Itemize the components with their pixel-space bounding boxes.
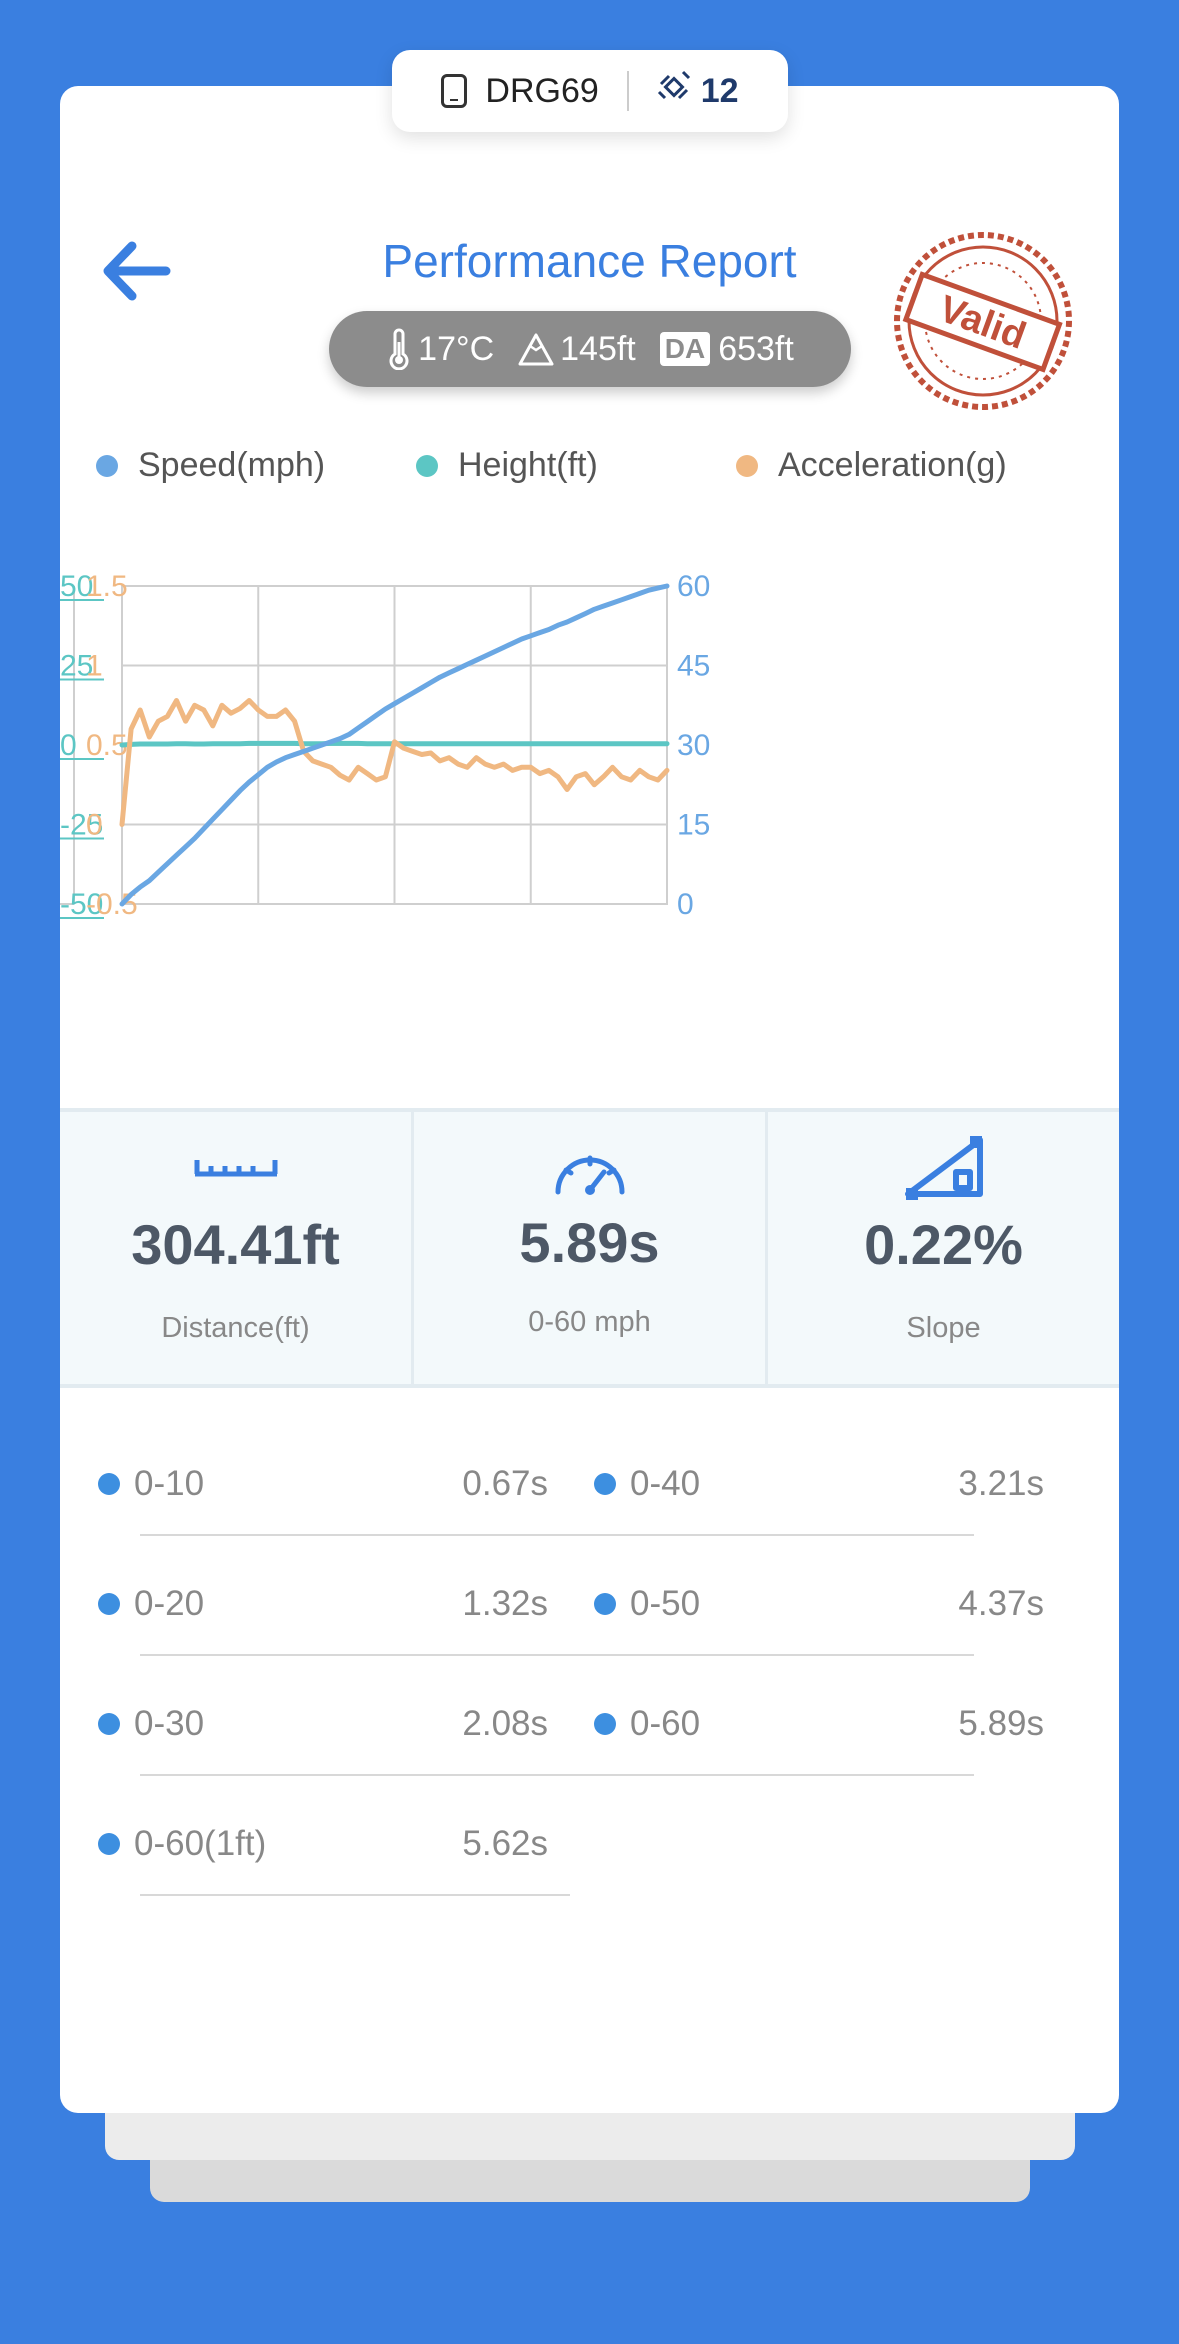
satellite-icon xyxy=(657,70,691,112)
split-time: 1.32s xyxy=(462,1584,548,1623)
stat-label: Slope xyxy=(906,1312,981,1344)
row-divider xyxy=(140,1534,974,1536)
split-dot xyxy=(594,1473,616,1495)
axis-tick-label: 0 xyxy=(60,729,77,762)
stat-slope: 0.22% Slope xyxy=(768,1112,1119,1384)
pill-divider xyxy=(626,71,629,111)
density-altitude-value: 653ft xyxy=(718,329,794,368)
split-item-0-10: 0-10 0.67s xyxy=(98,1416,548,1536)
split-name: 0-50 xyxy=(630,1584,701,1623)
valid-stamp: Valid xyxy=(894,232,1072,410)
stat-zero-to-sixty: 5.89s 0-60 mph xyxy=(414,1112,768,1384)
stat-value: 0.22% xyxy=(864,1213,1023,1276)
split-item-0-60-1ft: 0-60(1ft) 5.62s xyxy=(98,1776,548,1896)
split-time: 5.89s xyxy=(958,1704,1044,1743)
row-divider xyxy=(140,1654,974,1656)
split-item-0-60: 0-60 5.89s xyxy=(594,1656,1044,1776)
axis-tick-label: 1.5 xyxy=(86,570,128,603)
axis-tick-label: 0 xyxy=(86,809,103,842)
legend-item-height: Height(ft) xyxy=(416,446,598,485)
report-card: Performance Report 17°C 145ft DA 653ft V xyxy=(60,86,1119,2113)
axis-tick-label: 60 xyxy=(677,570,710,603)
series-line xyxy=(119,583,670,907)
split-row: 0-20 1.32s 0-50 4.37s xyxy=(60,1536,1119,1656)
speedometer-icon xyxy=(552,1142,628,1203)
split-dot xyxy=(98,1713,120,1735)
axis-tick-label: 50 xyxy=(60,570,93,603)
split-time: 2.08s xyxy=(462,1704,548,1743)
mountain-icon xyxy=(518,332,554,366)
ruler-icon xyxy=(191,1142,281,1187)
phone-icon xyxy=(441,74,468,108)
legend-dot-speed xyxy=(96,454,118,477)
axis-tick-label: -25 xyxy=(60,809,103,842)
stat-label: Distance(ft) xyxy=(161,1312,310,1344)
row-divider xyxy=(140,1774,974,1776)
legend-item-speed: Speed(mph) xyxy=(96,446,325,485)
split-name: 0-10 xyxy=(134,1464,205,1503)
axis-tick-label: 15 xyxy=(677,809,710,842)
split-item-0-40: 0-40 3.21s xyxy=(594,1416,1044,1536)
split-dot xyxy=(594,1713,616,1735)
back-button[interactable] xyxy=(88,226,178,316)
altitude-value: 145ft xyxy=(560,329,636,368)
axis-tick-label: 0 xyxy=(677,888,694,921)
split-time: 4.37s xyxy=(958,1584,1044,1623)
split-dot xyxy=(98,1473,120,1495)
stat-value: 304.41ft xyxy=(131,1213,340,1276)
legend-dot-acceleration xyxy=(736,454,758,477)
conditions-pill: 17°C 145ft DA 653ft xyxy=(329,311,851,387)
thermometer-icon xyxy=(386,328,412,370)
stats-panel: 304.41ft Distance(ft) 5.89s 0-60 mph 0.2… xyxy=(60,1108,1119,1388)
da-badge: DA xyxy=(659,332,711,366)
split-dot xyxy=(594,1593,616,1615)
legend-item-acceleration: Acceleration(g) xyxy=(736,446,1007,485)
legend-label-speed: Speed(mph) xyxy=(138,446,326,484)
device-pill[interactable]: DRG69 12 xyxy=(392,50,788,132)
split-time: 0.67s xyxy=(462,1464,548,1503)
stat-label: 0-60 mph xyxy=(528,1306,651,1338)
axis-tick-label: 45 xyxy=(677,650,710,683)
legend-dot-height xyxy=(416,454,438,477)
split-time: 5.62s xyxy=(462,1824,548,1863)
axis-tick-label: 25 xyxy=(60,650,93,683)
series-line xyxy=(119,698,670,827)
stat-value: 5.89s xyxy=(519,1211,660,1274)
stat-distance: 304.41ft Distance(ft) xyxy=(60,1112,414,1384)
chart-legend: Speed(mph) Height(ft) Acceleration(g) xyxy=(60,446,1119,506)
split-name: 0-60(1ft) xyxy=(134,1824,267,1863)
split-row: 0-10 0.67s 0-40 3.21s xyxy=(60,1416,1119,1536)
split-item-0-30: 0-30 2.08s xyxy=(98,1656,548,1776)
split-row: 0-30 2.08s 0-60 5.89s xyxy=(60,1656,1119,1776)
split-name: 0-20 xyxy=(134,1584,205,1623)
axis-tick-label: -50 xyxy=(60,888,103,921)
split-dot xyxy=(98,1833,120,1855)
arrow-left-icon xyxy=(103,241,171,301)
row-divider xyxy=(140,1894,570,1896)
split-row: 0-60(1ft) 5.62s xyxy=(60,1776,1119,1896)
split-item-0-20: 0-20 1.32s xyxy=(98,1536,548,1656)
split-time: 3.21s xyxy=(958,1464,1044,1503)
legend-label-height: Height(ft) xyxy=(458,446,598,484)
split-name: 0-30 xyxy=(134,1704,205,1743)
split-dot xyxy=(98,1593,120,1615)
split-name: 0-60 xyxy=(630,1704,701,1743)
satellite-count: 12 xyxy=(700,71,739,110)
slope-icon xyxy=(904,1134,984,1207)
legend-label-acceleration: Acceleration(g) xyxy=(778,446,1007,484)
split-name: 0-40 xyxy=(630,1464,701,1503)
axis-tick-label: 1 xyxy=(86,650,103,683)
temperature-value: 17°C xyxy=(418,329,495,368)
device-name: DRG69 xyxy=(485,71,599,110)
page-title: Performance Report xyxy=(382,235,797,287)
split-item-0-50: 0-50 4.37s xyxy=(594,1536,1044,1656)
axis-tick-label: 30 xyxy=(677,729,710,762)
